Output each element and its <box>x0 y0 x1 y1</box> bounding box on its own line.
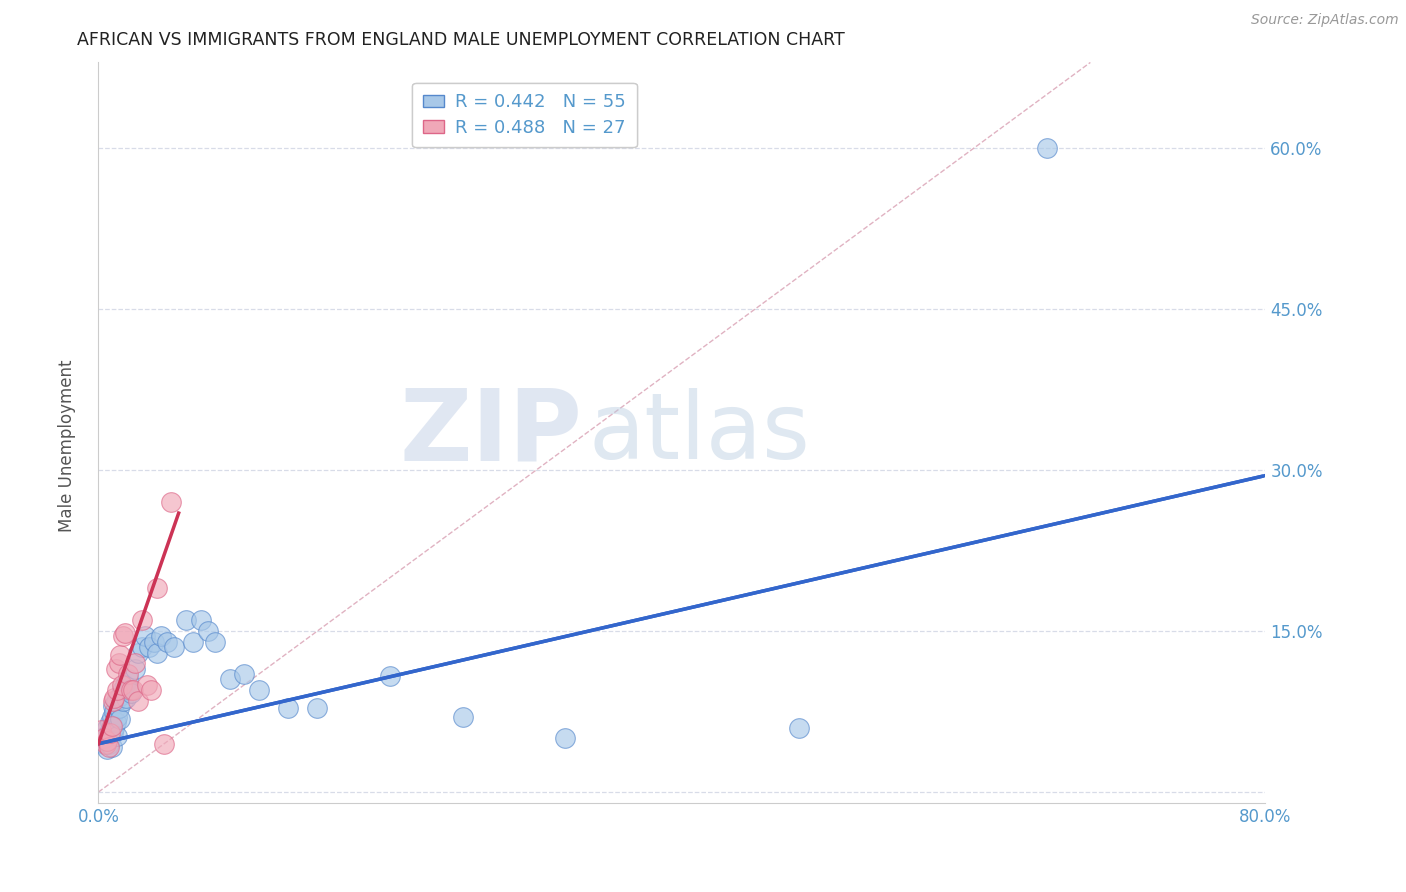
Point <box>110 712 132 726</box>
Point <box>174 614 197 628</box>
Point <box>117 667 139 681</box>
Point <box>131 614 153 628</box>
Point <box>104 715 127 730</box>
Point <box>1035 141 1057 155</box>
Point <box>124 662 146 676</box>
Point <box>111 678 134 692</box>
Point <box>190 614 212 628</box>
Point <box>127 694 149 708</box>
Point <box>150 630 173 644</box>
Point <box>97 737 120 751</box>
Point <box>103 705 125 719</box>
Point <box>380 669 402 683</box>
Point <box>120 686 142 700</box>
Point <box>110 648 132 662</box>
Point <box>160 495 183 509</box>
Point <box>96 733 118 747</box>
Point <box>146 646 169 660</box>
Point <box>91 733 114 747</box>
Point <box>307 701 329 715</box>
Point <box>100 710 122 724</box>
Point <box>138 640 160 655</box>
Point <box>114 626 136 640</box>
Point <box>93 731 115 746</box>
Point <box>111 683 134 698</box>
Point <box>103 721 125 735</box>
Point <box>124 657 146 671</box>
Point <box>101 726 124 740</box>
Text: ZIP: ZIP <box>399 384 582 481</box>
Text: AFRICAN VS IMMIGRANTS FROM ENGLAND MALE UNEMPLOYMENT CORRELATION CHART: AFRICAN VS IMMIGRANTS FROM ENGLAND MALE … <box>77 31 845 49</box>
Point <box>120 683 142 698</box>
Point <box>96 721 118 735</box>
Point <box>97 726 120 740</box>
Point <box>100 718 122 732</box>
Point <box>233 667 256 681</box>
Text: Male Unemployment: Male Unemployment <box>59 359 76 533</box>
Point <box>97 739 120 754</box>
Point <box>108 701 131 715</box>
Point <box>98 726 121 740</box>
Point <box>101 699 124 714</box>
Point <box>163 640 186 655</box>
Point <box>277 701 299 715</box>
Point <box>100 739 122 754</box>
Point <box>122 683 145 698</box>
Point <box>105 683 128 698</box>
Point <box>93 737 115 751</box>
Point <box>134 630 156 644</box>
Point <box>98 715 121 730</box>
Point <box>181 635 204 649</box>
Text: atlas: atlas <box>589 388 810 477</box>
Point <box>451 710 474 724</box>
Point <box>108 657 131 671</box>
Point <box>94 737 117 751</box>
Point <box>110 689 132 703</box>
Point <box>105 729 128 743</box>
Legend: R = 0.442   N = 55, R = 0.488   N = 27: R = 0.442 N = 55, R = 0.488 N = 27 <box>412 83 637 147</box>
Point <box>197 624 219 639</box>
Point <box>104 662 127 676</box>
Point <box>127 646 149 660</box>
Point <box>112 694 135 708</box>
Point <box>146 581 169 595</box>
Point <box>115 690 138 705</box>
Point <box>103 690 125 705</box>
Point <box>112 630 135 644</box>
Point <box>117 673 139 687</box>
Point <box>90 731 112 746</box>
Point <box>554 731 576 746</box>
Text: Source: ZipAtlas.com: Source: ZipAtlas.com <box>1251 13 1399 28</box>
Point <box>105 710 128 724</box>
Point <box>101 694 124 708</box>
Point <box>98 723 121 737</box>
Point <box>787 721 810 735</box>
Point <box>104 694 127 708</box>
Point <box>135 678 157 692</box>
Point <box>153 737 176 751</box>
Point <box>204 635 226 649</box>
Point <box>90 723 112 737</box>
Point <box>218 673 240 687</box>
Point <box>142 635 165 649</box>
Point <box>114 678 136 692</box>
Point <box>96 742 118 756</box>
Point <box>247 683 270 698</box>
Point <box>131 640 153 655</box>
Point <box>118 683 141 698</box>
Point <box>139 683 162 698</box>
Point <box>94 729 117 743</box>
Point <box>156 635 179 649</box>
